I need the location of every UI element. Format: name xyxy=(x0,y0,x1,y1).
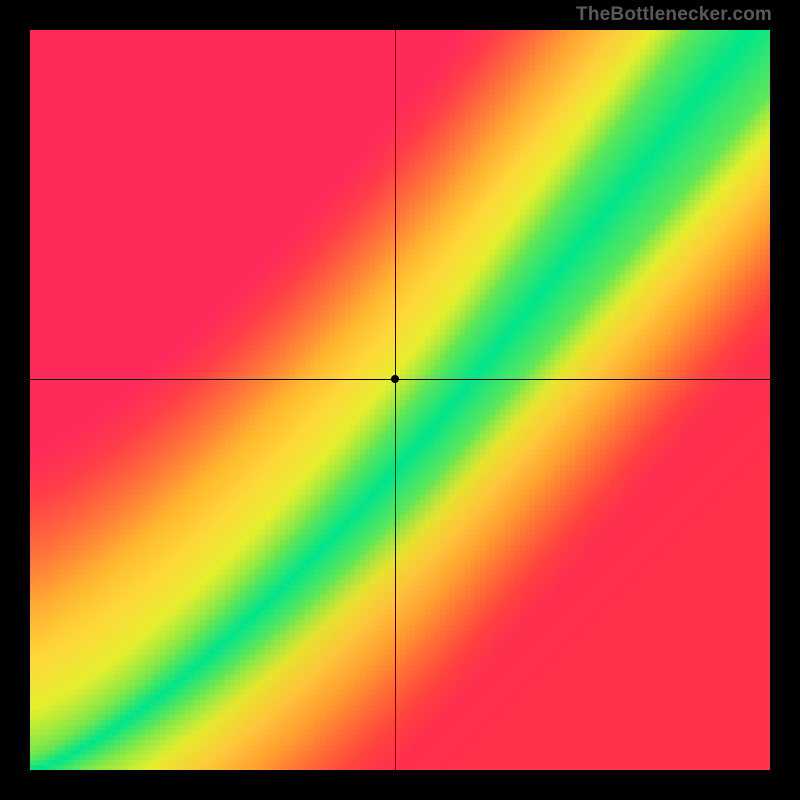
watermark: TheBottlenecker.com xyxy=(576,4,772,26)
crosshair-center-dot xyxy=(391,375,399,383)
heatmap-frame xyxy=(30,30,770,770)
bottleneck-heatmap xyxy=(30,30,770,770)
crosshair-horizontal xyxy=(30,379,770,380)
crosshair-vertical xyxy=(395,30,396,770)
